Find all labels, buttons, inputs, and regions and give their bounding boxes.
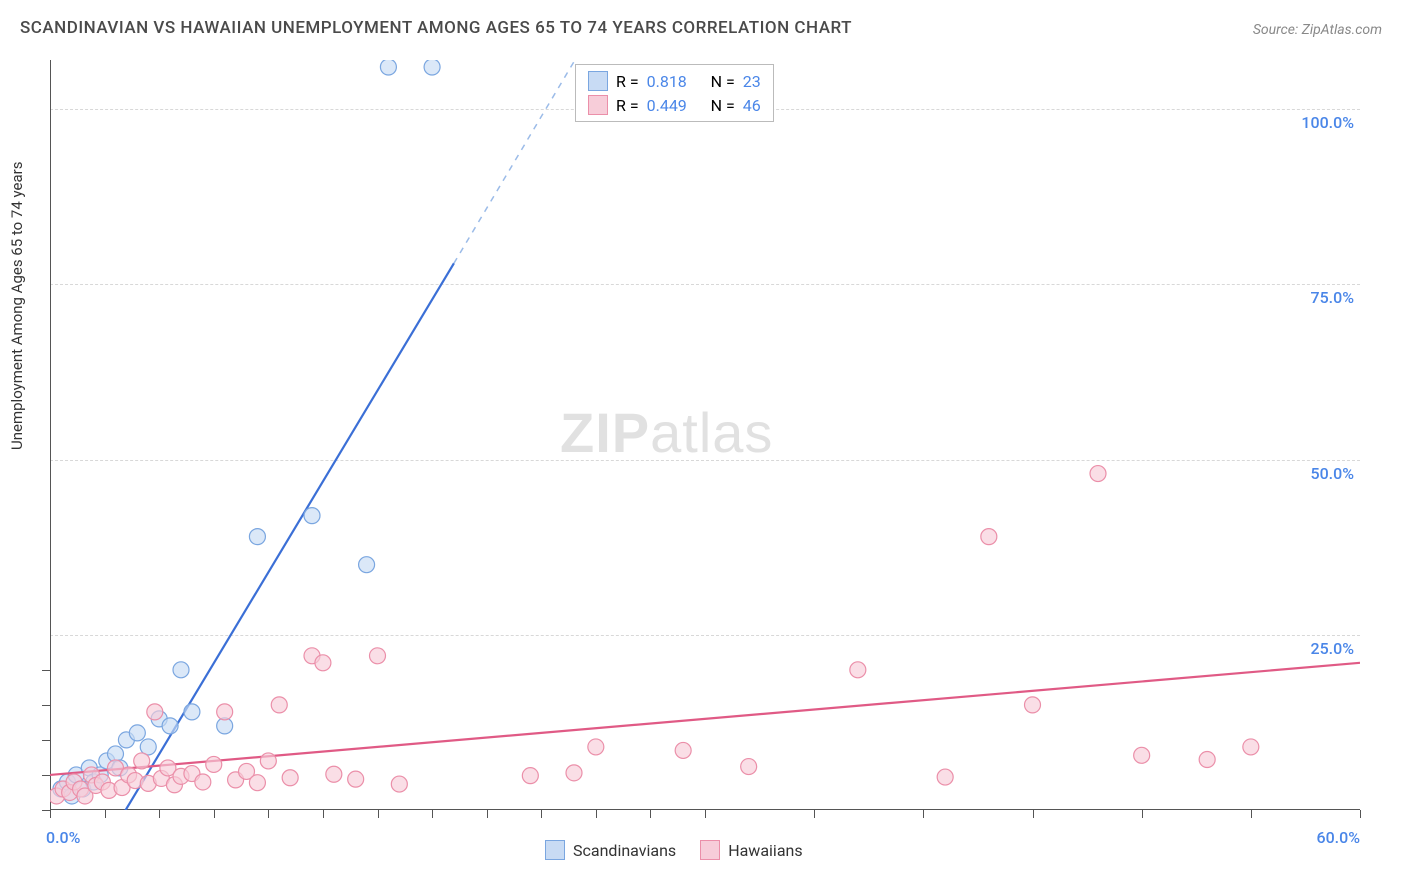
x-tick [1251, 810, 1252, 818]
chart-title: SCANDINAVIAN VS HAWAIIAN UNEMPLOYMENT AM… [20, 18, 852, 38]
data-point [173, 662, 189, 678]
data-point [370, 648, 386, 664]
stats-row: R = 0.449 N = 46 [588, 95, 761, 115]
stats-legend-box: R = 0.818 N = 23 R = 0.449 N = 46 [575, 64, 774, 122]
data-point [271, 697, 287, 713]
data-point [380, 60, 396, 75]
x-max-label: 60.0% [1316, 828, 1360, 847]
x-tick [923, 810, 924, 818]
data-point [249, 529, 265, 545]
r-value: 0.818 [647, 72, 703, 91]
stats-row: R = 0.818 N = 23 [588, 71, 761, 91]
y-tick [42, 810, 50, 811]
x-tick [1033, 810, 1034, 818]
x-tick [705, 810, 706, 818]
trend-line [105, 263, 454, 810]
y-tick [42, 670, 50, 671]
data-point [1199, 752, 1215, 768]
legend-label: Scandinavians [573, 841, 676, 860]
x-tick [814, 810, 815, 818]
data-point [359, 557, 375, 573]
data-point [147, 704, 163, 720]
r-value: 0.449 [647, 96, 703, 115]
y-tick [42, 740, 50, 741]
n-value: 46 [743, 96, 761, 115]
data-point [326, 766, 342, 782]
legend-swatch [700, 840, 720, 860]
y-tick [42, 705, 50, 706]
data-point [184, 704, 200, 720]
y-tick [42, 775, 50, 776]
data-point [134, 753, 150, 769]
r-label: R = [616, 96, 639, 115]
data-point [348, 771, 364, 787]
x-tick [378, 810, 379, 818]
source-attribution: Source: ZipAtlas.com [1253, 22, 1382, 38]
data-point [1134, 747, 1150, 763]
data-point [566, 765, 582, 781]
data-point [249, 775, 265, 791]
legend-item: Scandinavians [545, 840, 676, 860]
data-point [675, 742, 691, 758]
r-label: R = [616, 72, 639, 91]
x-tick [50, 810, 51, 818]
series-swatch [588, 95, 608, 115]
legend-swatch [545, 840, 565, 860]
legend-label: Hawaiians [728, 841, 802, 860]
n-label: N = [711, 72, 735, 91]
x-tick [487, 810, 488, 818]
data-point [315, 655, 331, 671]
data-point [850, 662, 866, 678]
data-point [282, 770, 298, 786]
x-tick [432, 810, 433, 818]
n-value: 23 [743, 72, 761, 91]
x-tick [596, 810, 597, 818]
n-label: N = [711, 96, 735, 115]
data-point [195, 774, 211, 790]
data-point [522, 768, 538, 784]
x-tick [268, 810, 269, 818]
x-tick [159, 810, 160, 818]
data-point [217, 704, 233, 720]
data-point [129, 725, 145, 741]
x-tick [1360, 810, 1361, 818]
data-point [588, 739, 604, 755]
x-tick [541, 810, 542, 818]
data-point [162, 718, 178, 734]
x-tick [323, 810, 324, 818]
data-point [1025, 697, 1041, 713]
bottom-legend: Scandinavians Hawaiians [545, 840, 803, 860]
series-swatch [588, 71, 608, 91]
data-point [260, 753, 276, 769]
x-tick [650, 810, 651, 818]
x-tick [1142, 810, 1143, 818]
data-point [981, 529, 997, 545]
data-point [1243, 739, 1259, 755]
chart-svg [50, 60, 1360, 810]
data-point [304, 508, 320, 524]
trend-line [50, 663, 1360, 775]
data-point [424, 60, 440, 75]
data-point [391, 776, 407, 792]
data-point [937, 769, 953, 785]
x-tick [105, 810, 106, 818]
legend-item: Hawaiians [700, 840, 802, 860]
x-tick [214, 810, 215, 818]
x-min-label: 0.0% [46, 828, 80, 847]
chart-container: SCANDINAVIAN VS HAWAIIAN UNEMPLOYMENT AM… [0, 0, 1406, 892]
data-point [1090, 466, 1106, 482]
data-point [206, 756, 222, 772]
data-point [741, 759, 757, 775]
y-axis-label: Unemployment Among Ages 65 to 74 years [8, 162, 26, 450]
plot-area: 25.0%50.0%75.0%100.0%0.0%60.0% [50, 60, 1360, 810]
